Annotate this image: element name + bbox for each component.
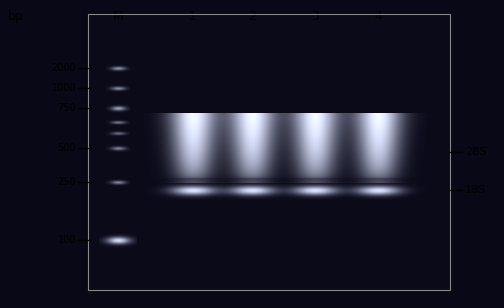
Bar [88,14,450,290]
Text: 500: 500 [57,143,76,153]
Text: 2: 2 [248,10,256,23]
Text: M: M [112,10,123,23]
Text: 750: 750 [57,103,76,113]
Text: 1: 1 [189,10,197,23]
Text: 1000: 1000 [51,83,76,93]
Text: 18S: 18S [465,185,486,195]
Text: 100: 100 [57,235,76,245]
Text: bp: bp [8,10,24,23]
Text: 28S: 28S [465,147,486,157]
Text: 250: 250 [57,177,76,187]
Text: 2000: 2000 [51,63,76,73]
Text: 4: 4 [374,10,382,23]
Text: 3: 3 [311,10,319,23]
